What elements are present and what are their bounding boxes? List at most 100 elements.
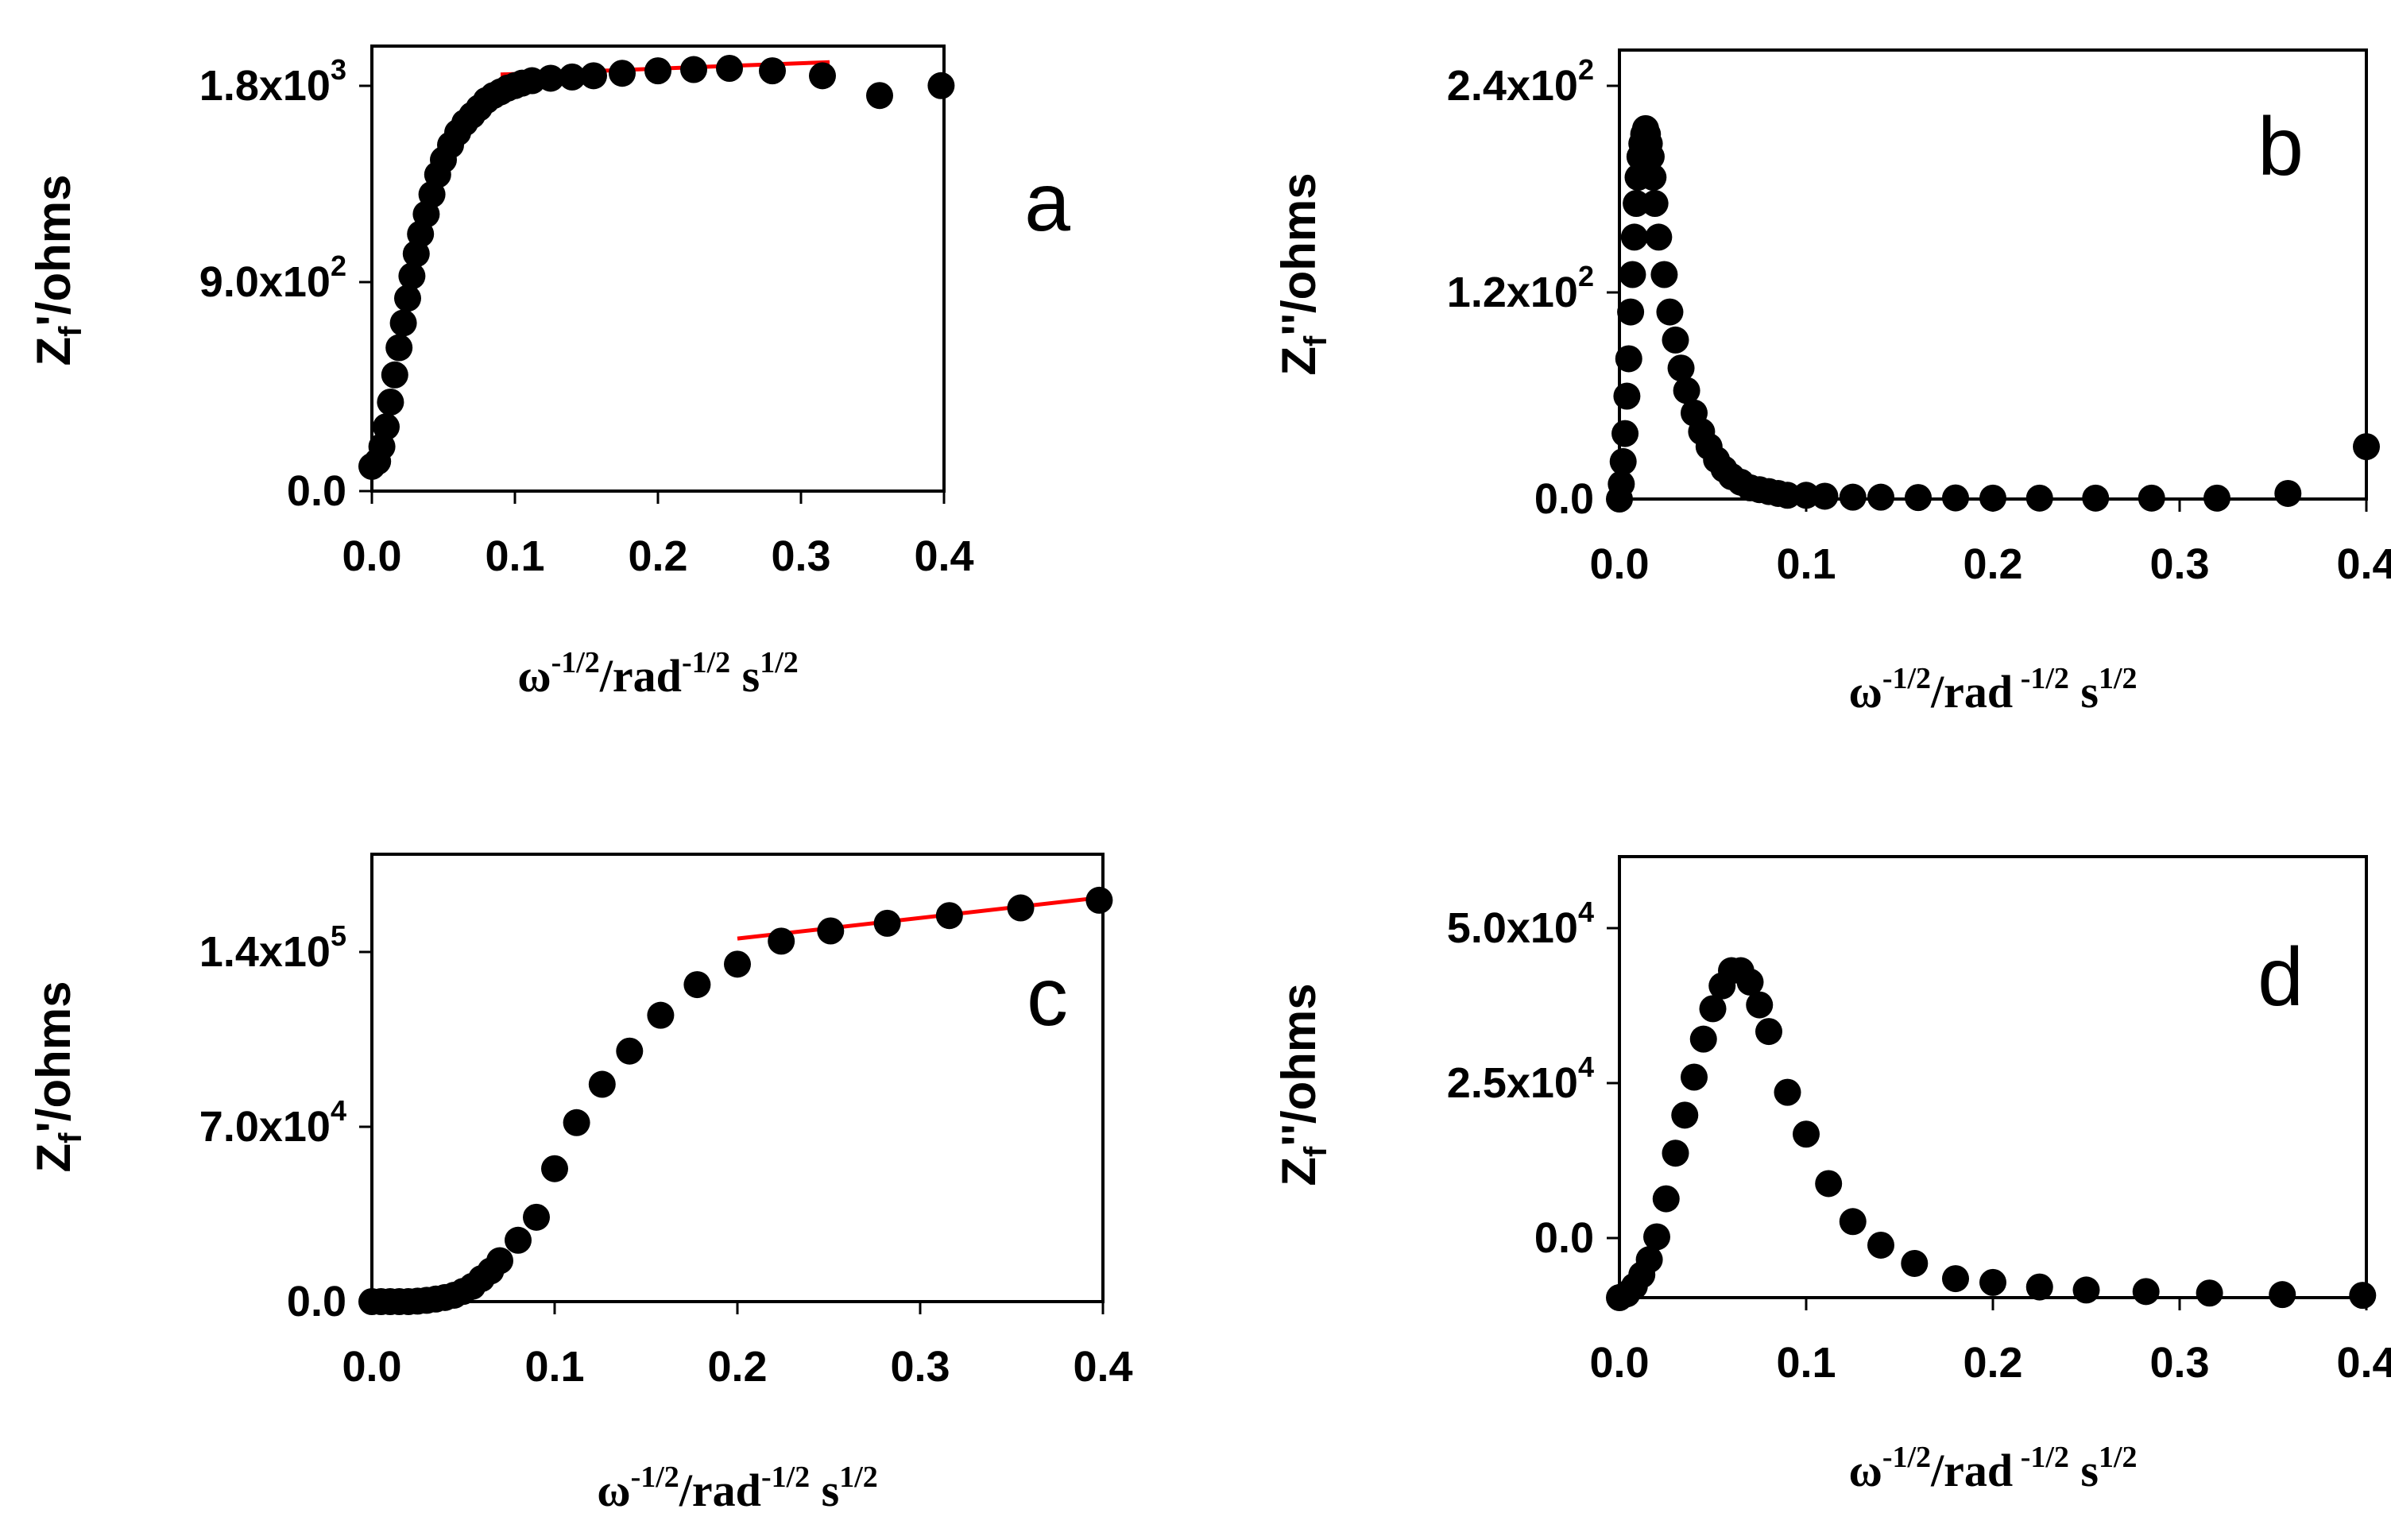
- y-tick-label: 9.0x102: [199, 250, 346, 306]
- data-point: [385, 334, 413, 362]
- data-point: [683, 971, 711, 999]
- panel-label: b: [2258, 101, 2304, 193]
- data-point: [1905, 484, 1932, 512]
- data-point: [2196, 1279, 2223, 1307]
- plot-frame: [370, 853, 1105, 1303]
- x-tick-label: 0.1: [1776, 1339, 1836, 1387]
- data-point: [1689, 1025, 1717, 1053]
- panel-label: a: [1024, 157, 1070, 249]
- data-point: [2274, 479, 2302, 507]
- y-tick-label: 2.4x102: [1447, 53, 1594, 110]
- data-point: [1839, 1208, 1867, 1236]
- data-point: [1635, 1246, 1663, 1274]
- data-point: [523, 1203, 550, 1231]
- y-tick-label: 0.0: [1534, 475, 1594, 523]
- x-tick-label: 0.3: [890, 1343, 950, 1391]
- data-point: [1085, 886, 1113, 914]
- data-point: [2269, 1281, 2296, 1309]
- data-point: [809, 62, 836, 90]
- plot-frame: [1618, 48, 2368, 501]
- data-point: [1746, 991, 1774, 1019]
- y-axis-label: Zf'/ohms: [27, 981, 88, 1173]
- y-tick-label: 1.4x105: [199, 919, 346, 976]
- data-point: [1979, 484, 2006, 512]
- x-tick-label: 0.0: [1589, 1339, 1649, 1387]
- data-point: [1645, 223, 1673, 251]
- panel-label: d: [2258, 931, 2304, 1023]
- data-point: [2203, 484, 2230, 512]
- x-tick-label: 0.3: [2149, 1339, 2209, 1387]
- data-point: [1979, 1268, 2006, 1296]
- panel-label: c: [1027, 951, 1068, 1043]
- data-point: [724, 950, 751, 978]
- data-point: [935, 902, 963, 930]
- data-point: [680, 56, 707, 83]
- data-point: [873, 909, 901, 937]
- data-point: [647, 1001, 675, 1029]
- data-point: [1671, 1101, 1699, 1129]
- x-tick-label: 0.4: [2336, 540, 2391, 588]
- data-point: [2353, 433, 2380, 461]
- chart-panel-b: 0.0 0.1 0.2 0.3 0.4 0.0 1.2x102 2.4x102 Zf''/ohm…: [1272, 48, 2391, 718]
- data-point: [1667, 354, 1695, 382]
- data-point: [1641, 190, 1669, 218]
- data-point: [616, 1037, 644, 1065]
- data-point: [1673, 377, 1700, 404]
- y-tick-label: 7.0x104: [199, 1094, 346, 1151]
- chart-panel-c: 0.0 0.1 0.2 0.3 0.4 0.0 7.0x104 1.4x105 Zf'/ohms…: [27, 853, 1133, 1516]
- data-point: [1681, 1063, 1708, 1091]
- data-point: [1942, 484, 1969, 512]
- data-point: [1656, 298, 1684, 326]
- data-point: [1611, 420, 1639, 447]
- data-point: [1774, 1078, 1801, 1106]
- data-point: [644, 57, 671, 85]
- x-tick-label: 0.2: [1963, 1339, 2022, 1387]
- y-axis-label: Zf''/ohms: [1272, 983, 1333, 1186]
- data-point: [1637, 143, 1665, 171]
- data-point: [609, 60, 636, 87]
- data-point: [505, 1226, 532, 1254]
- data-point: [927, 72, 955, 99]
- data-point: [1942, 1265, 1969, 1293]
- x-tick-label: 0.0: [1589, 540, 1649, 588]
- x-axis-label: ω-1/2/rad-1/2 s1/2: [597, 1461, 878, 1516]
- plot-frame: [1618, 855, 2368, 1299]
- data-point: [1617, 298, 1645, 326]
- data-point: [1007, 894, 1035, 922]
- data-point: [716, 55, 743, 82]
- data-point: [1867, 483, 1894, 511]
- data-point: [1867, 1231, 1894, 1259]
- x-tick-label: 0.2: [628, 532, 687, 580]
- y-tick-label: 0.0: [287, 467, 346, 515]
- y-tick-label: 1.2x102: [1447, 260, 1594, 316]
- data-point: [373, 413, 400, 441]
- data-point: [1811, 482, 1839, 510]
- x-tick-label: 0.2: [1963, 540, 2022, 588]
- data-point: [2072, 1276, 2100, 1304]
- y-tick-label: 5.0x104: [1447, 896, 1594, 952]
- data-point: [537, 64, 564, 92]
- y-tick-label: 2.5x104: [1447, 1051, 1594, 1107]
- y-tick-label: 0.0: [287, 1278, 346, 1325]
- x-tick-label: 0.1: [485, 532, 544, 580]
- data-point: [1623, 190, 1650, 218]
- data-point: [559, 63, 586, 91]
- chart-panel-a: 0.0 0.1 0.2 0.3 0.4 0.0 9.0x102 1.8x103 Zf'/ohms…: [27, 44, 1070, 702]
- x-axis-label: ω-1/2/rad -1/2 s1/2: [1848, 662, 2137, 718]
- data-point: [1620, 223, 1648, 251]
- data-point: [2025, 484, 2053, 512]
- data-point: [2082, 484, 2110, 512]
- x-tick-label: 0.1: [524, 1343, 584, 1391]
- chart-panel-d: 0.0 0.1 0.2 0.3 0.4 0.0 2.5x104 5.0x104 Zf''/ohm…: [1272, 855, 2391, 1496]
- data-point: [580, 62, 607, 90]
- data-point: [1736, 968, 1764, 996]
- data-point: [866, 82, 893, 110]
- data-point: [541, 1155, 568, 1182]
- x-tick-label: 0.1: [1776, 540, 1836, 588]
- data-point: [381, 361, 408, 389]
- data-point: [2025, 1273, 2053, 1301]
- data-point: [394, 284, 421, 312]
- x-axis-label: ω-1/2/rad-1/2 s1/2: [517, 646, 799, 702]
- data-point: [1662, 326, 1689, 354]
